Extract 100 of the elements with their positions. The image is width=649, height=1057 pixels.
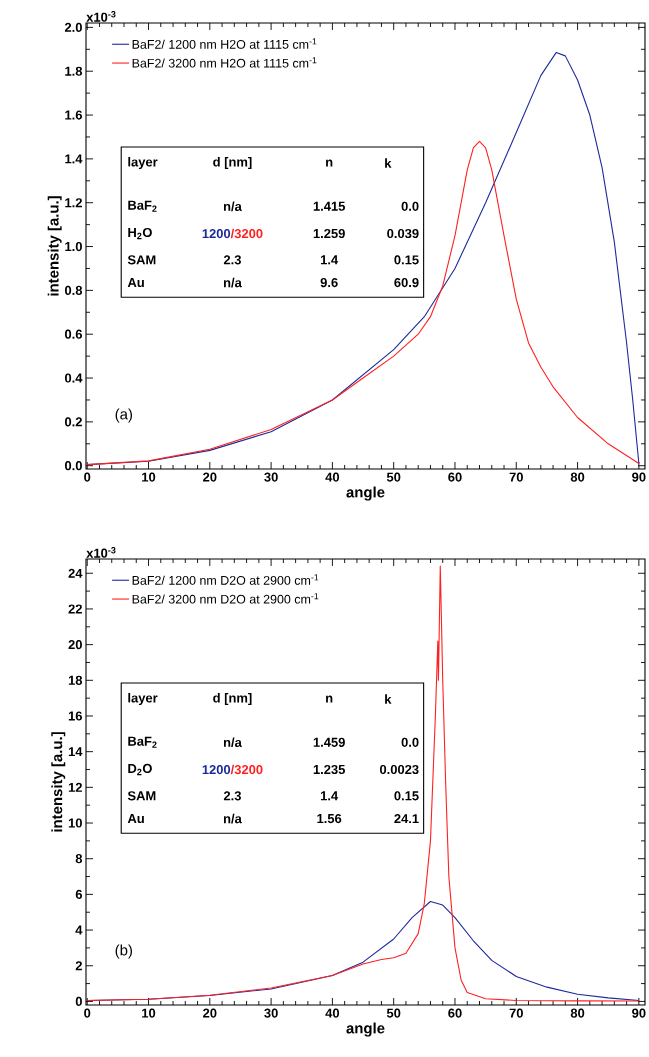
line-series	[86, 565, 640, 1002]
y-tick-label: 6	[75, 889, 82, 899]
legend-label: BaF2/ 3200 nm D2O at 2900 cm$^{-1}$	[132, 593, 319, 604]
x-tick-label: 60	[448, 472, 462, 482]
y-tick-label: 1.2	[65, 198, 82, 208]
annotation: 1200	[202, 229, 230, 239]
annotation: n/a	[223, 201, 242, 212]
y-tick-label: 1.0	[65, 241, 82, 252]
annotation: n	[325, 159, 333, 167]
annotation: d [nm]	[213, 157, 252, 170]
x-tick-label: 30	[264, 1008, 278, 1018]
x-tick-label: 20	[202, 472, 217, 482]
x-tick-label: 50	[386, 472, 401, 482]
annotation: (a)	[115, 408, 132, 423]
x-tick-label: 40	[325, 472, 339, 482]
annotation: 0.15	[394, 255, 419, 265]
x-tick-label: 90	[631, 472, 646, 482]
annotation: SAM	[127, 255, 156, 265]
annotation: SAM	[127, 791, 156, 801]
annotation: n	[325, 695, 333, 703]
annotation: 0.0023	[379, 764, 419, 775]
y-tick-label: 1.4	[65, 154, 83, 164]
annotation: 2.3	[223, 791, 241, 801]
line-series	[86, 140, 640, 466]
annotation: /3200	[230, 228, 263, 239]
x-axis-title: angle	[346, 486, 385, 501]
y-tick-label: 10	[68, 818, 82, 828]
annotation: 1.56	[317, 813, 342, 824]
annotation: 24.1	[394, 814, 419, 824]
y-tick-label: 16	[68, 711, 82, 721]
annotation: 1.415	[313, 201, 345, 211]
text: x10$^{-3}$	[86, 547, 116, 558]
annotation: d [nm]	[213, 692, 252, 706]
annotation: D$_{2}$O	[128, 763, 152, 776]
annotation: 1200	[202, 765, 230, 775]
y-tick-label: 8	[75, 854, 82, 864]
annotation: 60.9	[394, 277, 419, 288]
annotation: (b)	[115, 944, 132, 959]
x-tick-label: 70	[509, 1008, 523, 1018]
annotation: H$_{2}$O	[128, 227, 152, 240]
legend-label: BaF2/ 1200 nm D2O at 2900 cm$^{-1}$	[132, 574, 319, 585]
annotation: k	[384, 694, 392, 704]
legend-label: BaF2/ 1200 nm H2O at 1115 cm$^{-1}$	[132, 38, 317, 49]
y-axis-title: intensity [a.u.]	[47, 196, 62, 296]
x-tick-label: 70	[509, 472, 523, 482]
y-tick-label: 22	[68, 604, 82, 614]
y-tick-label: 0	[75, 996, 82, 1006]
annotation: layer	[128, 692, 158, 706]
y-tick-label: 0.2	[64, 417, 82, 427]
x-tick-label: 90	[631, 1008, 646, 1018]
x-tick-label: 80	[570, 1008, 585, 1018]
y-axis-title: intensity [a.u.]	[51, 732, 66, 832]
y-tick-label: 14	[68, 747, 83, 757]
annotation: 0.0	[401, 737, 419, 747]
x-tick-label: 30	[264, 472, 278, 482]
annotation: layer	[128, 157, 158, 170]
x-tick-label: 50	[386, 1008, 401, 1018]
annotation: 1.259	[313, 228, 345, 239]
annotation: n/a	[223, 737, 242, 748]
x-tick-label: 0	[83, 1008, 91, 1018]
y-tick-label: 1.6	[65, 110, 82, 120]
x-tick-label: 10	[141, 472, 155, 482]
y-tick-label: 24	[68, 568, 83, 578]
y-tick-label: 2.0	[64, 22, 82, 32]
annotation: /3200	[230, 764, 263, 775]
y-tick-label: 0.8	[64, 285, 82, 295]
annotation: 0.0	[401, 201, 419, 211]
annotation: 1.459	[313, 737, 345, 747]
annotation: 2.3	[223, 255, 241, 265]
annotation: BaF$_{2}$	[128, 736, 157, 748]
x-tick-label: 0	[83, 472, 91, 482]
y-tick-label: 18	[68, 675, 82, 685]
y-tick-label: 4	[75, 925, 83, 935]
y-tick-label: 1.8	[65, 66, 82, 76]
y-tick-label: 0.4	[64, 373, 83, 383]
y-tick-label: 0.0	[64, 461, 82, 471]
annotation: BaF$_{2}$	[128, 200, 157, 212]
legend-label: BaF2/ 3200 nm H2O at 1115 cm$^{-1}$	[132, 57, 317, 68]
x-tick-label: 60	[448, 1008, 462, 1018]
annotation: 9.6	[320, 277, 338, 288]
y-tick-label: 0.6	[64, 329, 82, 339]
annotation: Au	[127, 278, 144, 288]
annotation: n/a	[223, 277, 242, 288]
x-tick-label: 40	[325, 1008, 339, 1018]
y-tick-label: 20	[68, 640, 82, 650]
annotation: 0.039	[387, 228, 419, 239]
x-tick-label: 20	[202, 1008, 217, 1018]
x-tick-label: 10	[141, 1008, 155, 1018]
annotation: 1.4	[320, 255, 338, 265]
annotation: 1.4	[320, 791, 338, 801]
x-axis-title: angle	[346, 1022, 385, 1037]
y-tick-label: 12	[68, 782, 82, 792]
annotation: 0.15	[394, 791, 419, 801]
annotation: Au	[127, 814, 144, 824]
text: x10$^{-3}$	[86, 11, 116, 22]
annotation: n/a	[223, 813, 242, 824]
x-tick-label: 80	[570, 472, 585, 482]
annotation: k	[384, 158, 392, 168]
y-tick-label: 2	[75, 961, 82, 971]
annotation: 1.235	[313, 764, 345, 775]
